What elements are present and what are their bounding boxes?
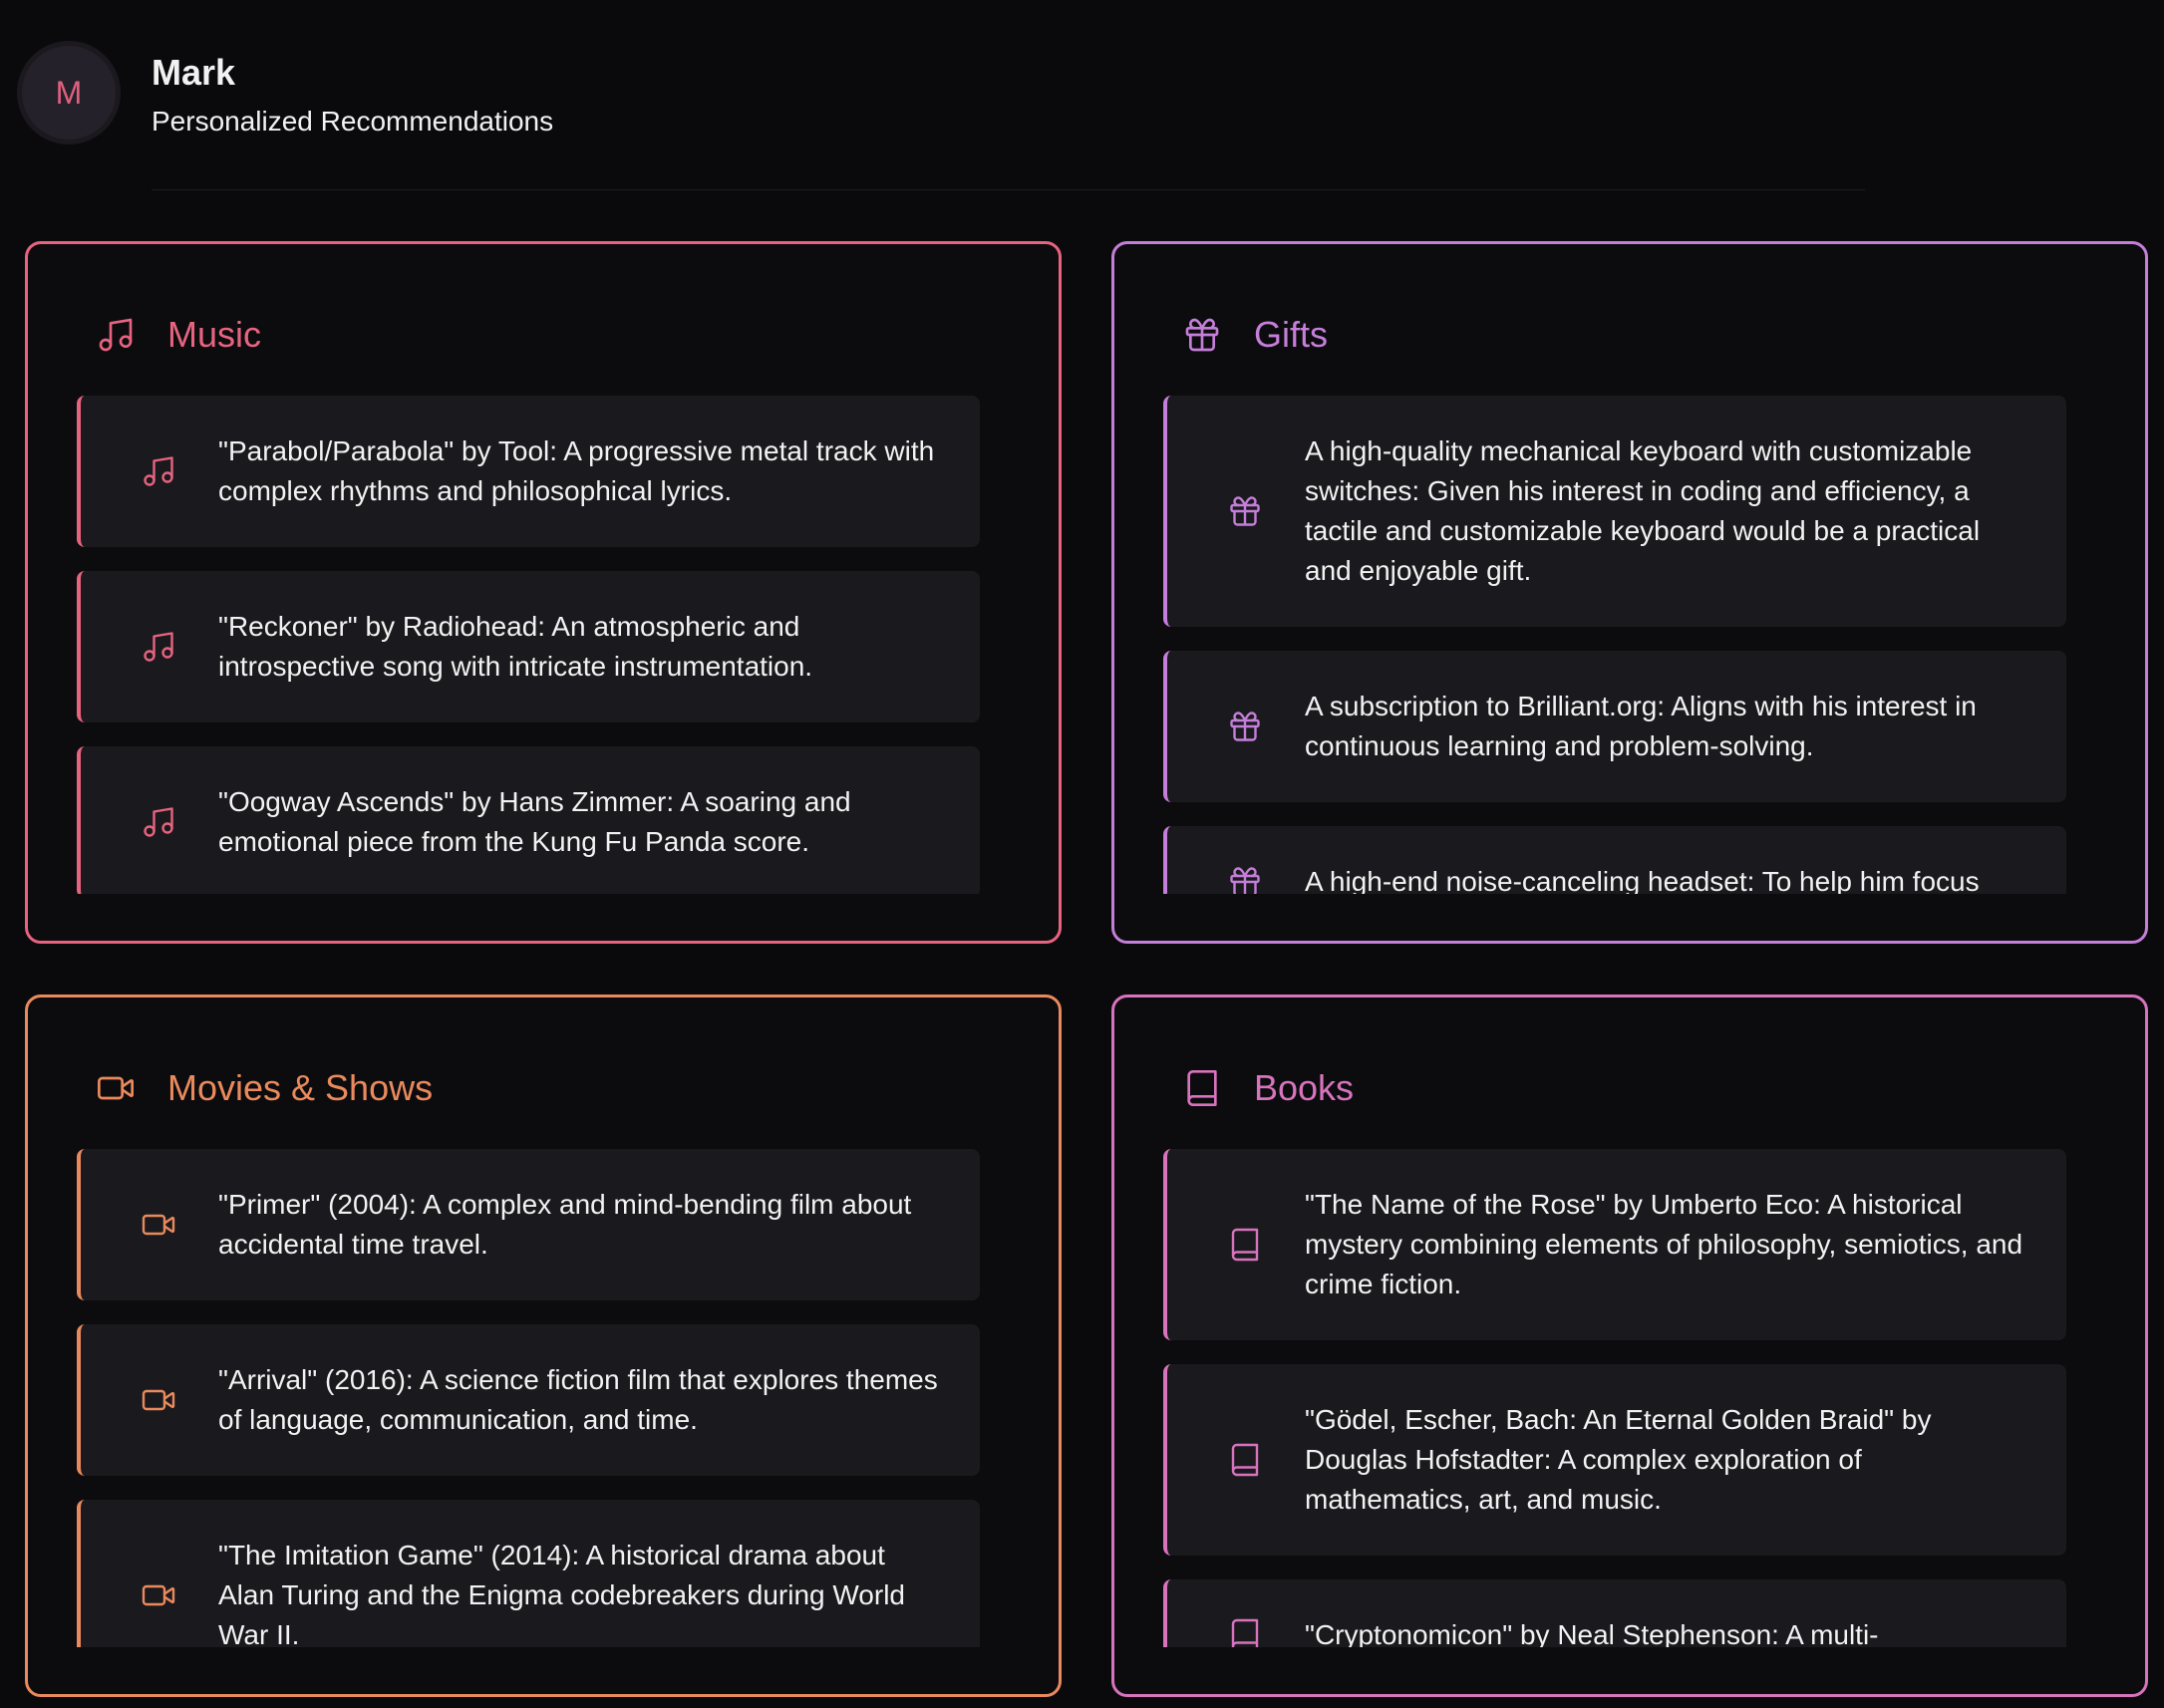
item-icon bbox=[142, 1584, 175, 1606]
recommendation-text: A subscription to Brilliant.org: Aligns … bbox=[1305, 691, 1977, 761]
section-header: Books bbox=[1182, 1067, 1354, 1109]
recommendation-text: "Oogway Ascends" by Hans Zimmer: A soari… bbox=[218, 786, 851, 857]
section-title: Books bbox=[1254, 1067, 1355, 1108]
recommendation: "The Name of the Rose" by Umberto Eco: A… bbox=[1163, 1149, 2066, 1340]
recommendation: A subscription to Brilliant.org: Aligns … bbox=[1163, 651, 2066, 802]
item-icon bbox=[1230, 496, 1260, 526]
item-icon bbox=[142, 1214, 175, 1236]
section-icon bbox=[1185, 318, 1219, 352]
section-icon bbox=[1187, 1070, 1217, 1106]
recommendation: "Cryptonomicon" by Neal Stephenson: A mu… bbox=[1163, 1579, 2066, 1647]
recommendation: "Primer" (2004): A complex and mind-bend… bbox=[77, 1149, 980, 1300]
recommendation-text: "Primer" (2004): A complex and mind-bend… bbox=[218, 1189, 912, 1260]
section-title: Gifts bbox=[1254, 314, 1329, 355]
section-icon bbox=[99, 318, 133, 352]
recommendation: "Parabol/Parabola" by Tool: A progressiv… bbox=[77, 396, 980, 547]
item-icon bbox=[1231, 1618, 1259, 1647]
section-icon bbox=[98, 1076, 135, 1100]
item-icon bbox=[142, 1389, 175, 1411]
recommendation-text: "The Imitation Game" (2014): A historica… bbox=[218, 1540, 905, 1647]
avatar: M bbox=[17, 41, 121, 144]
item-icon bbox=[1230, 712, 1260, 741]
item-icon bbox=[1231, 1443, 1259, 1477]
recommendation-text: "The Name of the Rose" by Umberto Eco: A… bbox=[1305, 1189, 2023, 1299]
recommendation-text: "Gödel, Escher, Bach: An Eternal Golden … bbox=[1305, 1404, 1932, 1515]
recommendation-text: "Reckoner" by Radiohead: An atmospheric … bbox=[218, 611, 813, 682]
item-icon bbox=[1231, 1228, 1259, 1262]
item-list: "Primer" (2004): A complex and mind-bend… bbox=[77, 1149, 980, 1647]
recommendation: "The Imitation Game" (2014): A historica… bbox=[77, 1500, 980, 1647]
recommendation: A high-quality mechanical keyboard with … bbox=[1163, 396, 2066, 627]
user-name: Mark bbox=[152, 52, 236, 93]
recommendation: "Reckoner" by Radiohead: An atmospheric … bbox=[77, 571, 980, 722]
section-card: Movies & Shows "Primer" (2004): A complex… bbox=[25, 995, 1062, 1697]
item-icon bbox=[144, 632, 173, 662]
section-header: Music bbox=[96, 314, 261, 356]
section-header: Movies & Shows bbox=[96, 1067, 433, 1109]
section-card: Books "The Name of the Rose" by Umberto E… bbox=[1111, 995, 2148, 1697]
recommendation: A high-end noise-canceling headset: To h… bbox=[1163, 826, 2066, 894]
recommendation-text: A high-end noise-canceling headset: To h… bbox=[1305, 866, 1980, 894]
item-list: A high-quality mechanical keyboard with … bbox=[1163, 396, 2066, 894]
subtitle: Personalized Recommendations bbox=[152, 106, 554, 137]
section-card: Gifts A high-quality mechanical keyboard … bbox=[1111, 241, 2148, 944]
item-icon bbox=[144, 456, 173, 486]
section-card: Music "Parabol/Parabola" by Tool: A progr… bbox=[25, 241, 1062, 944]
recommendation-text: A high-quality mechanical keyboard with … bbox=[1305, 435, 1981, 586]
section-title: Music bbox=[167, 314, 262, 355]
item-list: "Parabol/Parabola" by Tool: A progressiv… bbox=[77, 396, 980, 894]
section-header: Gifts bbox=[1182, 314, 1328, 356]
recommendation-text: "Parabol/Parabola" by Tool: A progressiv… bbox=[218, 435, 935, 506]
divider bbox=[152, 189, 1865, 190]
recommendation-text: "Cryptonomicon" by Neal Stephenson: A mu… bbox=[1305, 1619, 1879, 1647]
recommendation: "Oogway Ascends" by Hans Zimmer: A soari… bbox=[77, 746, 980, 894]
item-icon bbox=[144, 807, 173, 837]
recommendation-text: "Arrival" (2016): A science fiction film… bbox=[218, 1364, 938, 1435]
section-title: Movies & Shows bbox=[167, 1067, 434, 1108]
item-list: "The Name of the Rose" by Umberto Eco: A… bbox=[1163, 1149, 2066, 1647]
recommendation: "Arrival" (2016): A science fiction film… bbox=[77, 1324, 980, 1476]
recommendation: "Gödel, Escher, Bach: An Eternal Golden … bbox=[1163, 1364, 2066, 1556]
item-icon bbox=[1230, 867, 1260, 894]
